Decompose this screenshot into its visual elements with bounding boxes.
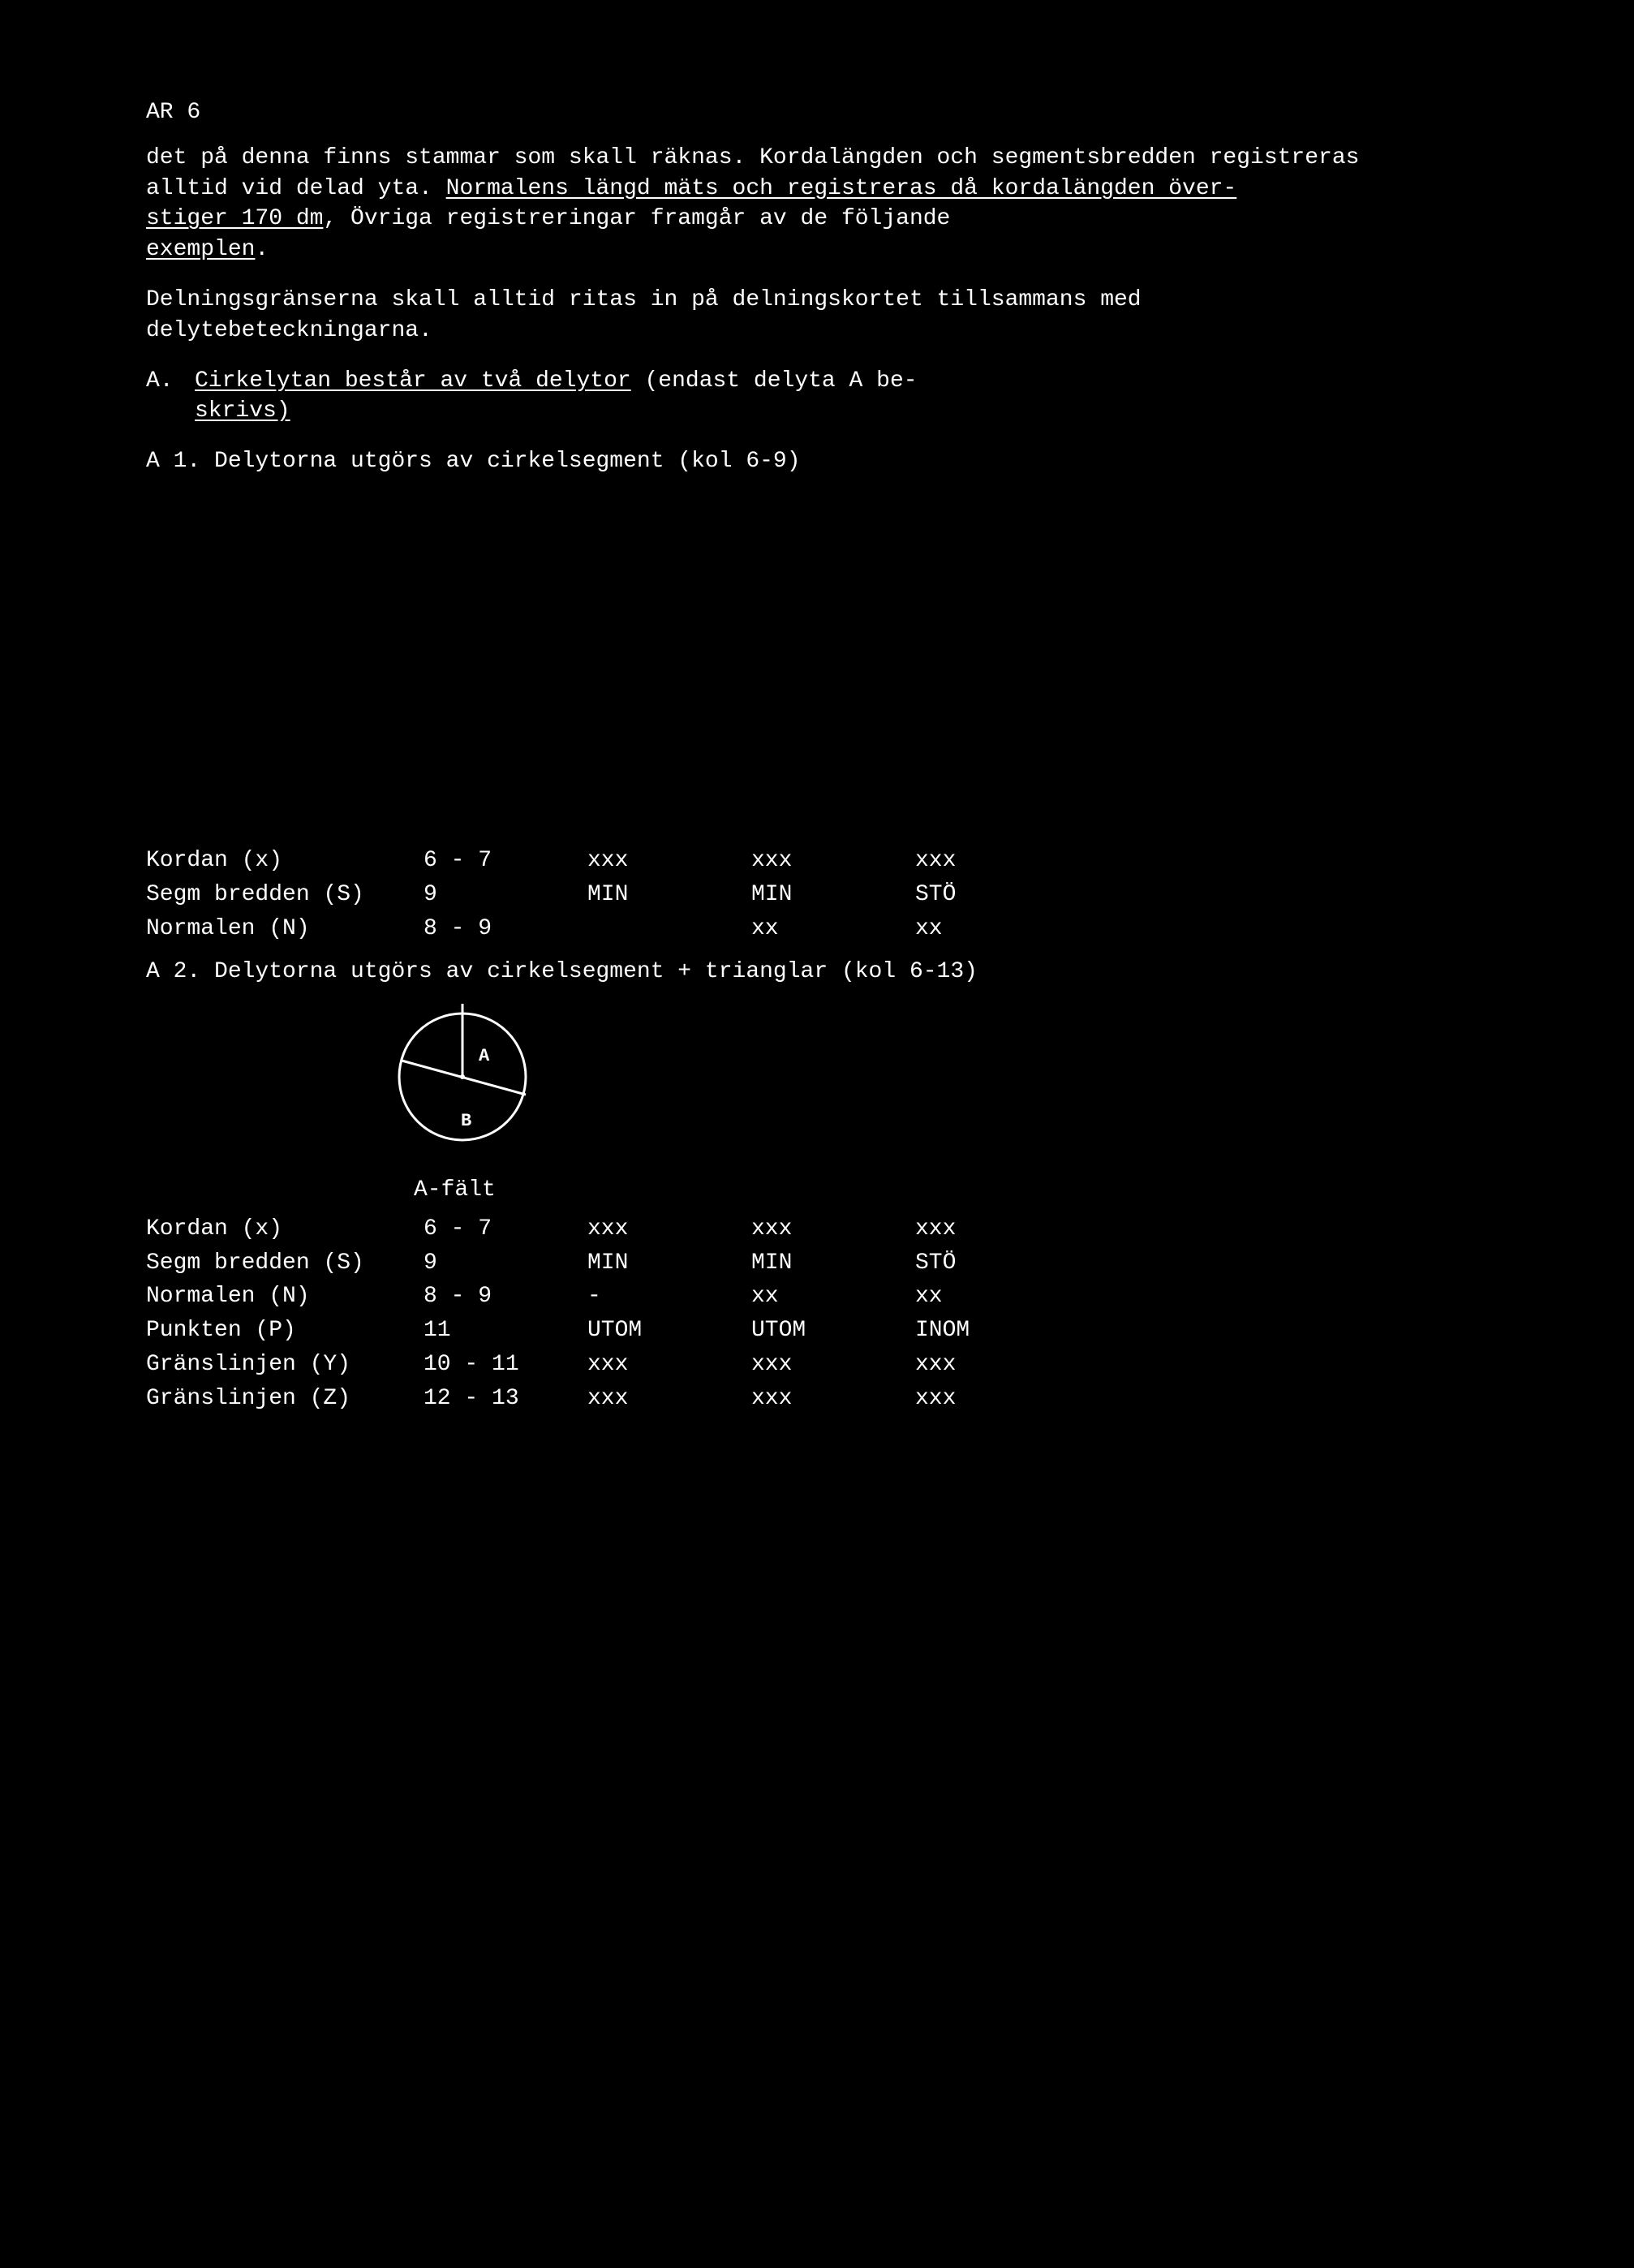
section-a-underline: Cirkelytan består av två delytor — [195, 368, 631, 394]
table-cell: Gränslinjen (Z) — [146, 1384, 424, 1418]
paragraph-1: det på denna finns stammar som skall räk… — [146, 143, 1363, 265]
table-cell: MIN — [587, 880, 751, 914]
table-row: Segm bredden (S)9MINMINSTÖ — [146, 1248, 1079, 1282]
table-cell: xxx — [587, 1384, 751, 1418]
table-cell: xxx — [915, 846, 1079, 880]
table-cell: 6 - 7 — [424, 846, 587, 880]
table-2: Kordan (x)6 - 7xxxxxxxxxSegm bredden (S)… — [146, 1214, 1079, 1418]
p1-underline-1: Normalens längd mäts och registreras då … — [446, 176, 1237, 201]
table-cell: 10 - 11 — [424, 1349, 587, 1384]
table-cell: UTOM — [751, 1315, 915, 1349]
table-row: Gränslinjen (Z)12 - 13xxxxxxxxx — [146, 1384, 1079, 1418]
table-row: Segm bredden (S)9MINMINSTÖ — [146, 880, 1079, 914]
table-cell: Segm bredden (S) — [146, 1248, 424, 1282]
table-cell: 12 - 13 — [424, 1384, 587, 1418]
table-cell: INOM — [915, 1315, 1079, 1349]
diagram-label-a: A — [479, 1046, 490, 1066]
table-cell: xxx — [915, 1214, 1079, 1248]
table-cell: STÖ — [915, 880, 1079, 914]
paragraph-2: Delningsgränserna skall alltid ritas in … — [146, 285, 1363, 346]
table-row: Kordan (x)6 - 7xxxxxxxxx — [146, 1214, 1079, 1248]
table-cell: STÖ — [915, 1248, 1079, 1282]
section-a-rest: (endast delyta A be- — [631, 368, 918, 394]
a1-heading: A 1. Delytorna utgörs av cirkelsegment (… — [146, 446, 1363, 477]
section-a-body: Cirkelytan består av två delytor (endast… — [195, 366, 1363, 428]
table-cell: xx — [751, 1281, 915, 1315]
section-a-rest2: skrivs) — [195, 398, 290, 424]
table-cell: xxx — [751, 1384, 915, 1418]
table-row: Normalen (N)8 - 9-xxxx — [146, 1281, 1079, 1315]
table-cell: 8 - 9 — [424, 1281, 587, 1315]
table-cell: 6 - 7 — [424, 1214, 587, 1248]
page-header: AR 6 — [146, 97, 1512, 128]
diagram-label-b: B — [461, 1111, 471, 1131]
table-cell: xx — [915, 914, 1079, 948]
section-a: A. Cirkelytan består av två delytor (end… — [146, 366, 1363, 428]
table-cell: Normalen (N) — [146, 914, 424, 948]
table-cell: xxx — [587, 846, 751, 880]
table-cell: xx — [751, 914, 915, 948]
table-cell: xxx — [915, 1384, 1079, 1418]
table-row: Normalen (N)8 - 9 xxxx — [146, 914, 1079, 948]
table-cell: xxx — [751, 1214, 915, 1248]
table-1: Kordan (x)6 - 7xxxxxxxxxSegm bredden (S)… — [146, 846, 1079, 947]
table-cell: Normalen (N) — [146, 1281, 424, 1315]
table-row: Kordan (x)6 - 7xxxxxxxxx — [146, 846, 1079, 880]
circle-diagram: A B — [389, 1004, 1512, 1168]
table-cell — [587, 914, 751, 948]
a2-heading: A 2. Delytorna utgörs av cirkelsegment +… — [146, 957, 1512, 988]
section-a-label: A. — [146, 366, 195, 428]
table-cell: 11 — [424, 1315, 587, 1349]
table-cell: UTOM — [587, 1315, 751, 1349]
diagram-gap-1 — [146, 497, 1512, 837]
table-cell: Gränslinjen (Y) — [146, 1349, 424, 1384]
diagram-center-dot — [460, 1074, 465, 1079]
table-cell: MIN — [587, 1248, 751, 1282]
table-cell: Segm bredden (S) — [146, 880, 424, 914]
table-cell: Kordan (x) — [146, 846, 424, 880]
table-cell: xx — [915, 1281, 1079, 1315]
table-cell: xxx — [915, 1349, 1079, 1384]
table-row: Gränslinjen (Y)10 - 11xxxxxxxxx — [146, 1349, 1079, 1384]
table-cell: - — [587, 1281, 751, 1315]
table-cell: Punkten (P) — [146, 1315, 424, 1349]
circle-diagram-svg: A B — [389, 1004, 544, 1158]
table-cell: MIN — [751, 880, 915, 914]
table-row: Punkten (P)11UTOMUTOMINOM — [146, 1315, 1079, 1349]
table-cell: Kordan (x) — [146, 1214, 424, 1248]
table-cell: 9 — [424, 880, 587, 914]
table-cell: 8 - 9 — [424, 914, 587, 948]
table-cell: xxx — [587, 1349, 751, 1384]
table-cell: xxx — [751, 1349, 915, 1384]
table-cell: xxx — [587, 1214, 751, 1248]
p1-underline-3: exemplen — [146, 237, 255, 262]
p1-text-b: , Övriga registreringar framgår av de fö… — [323, 206, 950, 231]
p1-text-c: . — [255, 237, 269, 262]
table-cell: xxx — [751, 846, 915, 880]
p1-underline-2: stiger 170 dm — [146, 206, 323, 231]
table-cell: MIN — [751, 1248, 915, 1282]
a-falt-label: A-fält — [414, 1175, 1512, 1206]
table-cell: 9 — [424, 1248, 587, 1282]
